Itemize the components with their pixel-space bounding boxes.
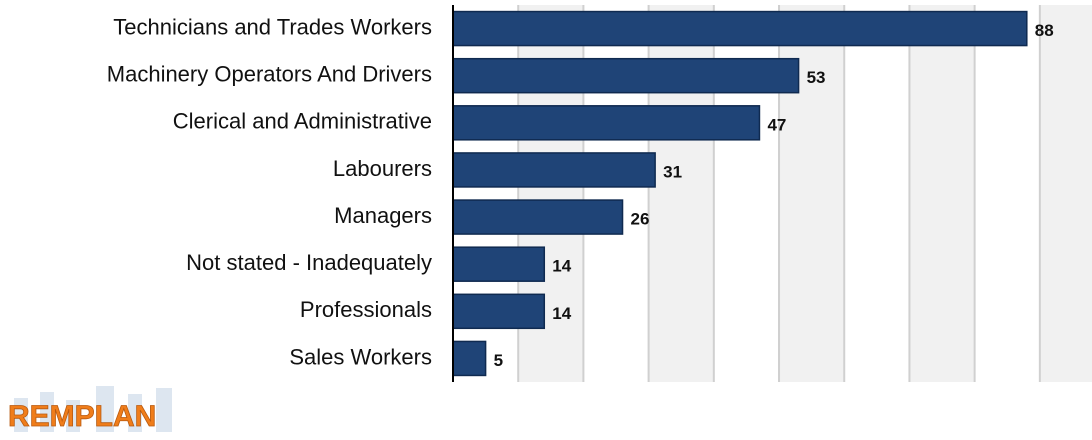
value-label: 47	[767, 115, 786, 134]
value-label: 26	[631, 210, 650, 229]
logo-bar	[66, 400, 80, 432]
category-label: Clerical and Administrative	[173, 109, 432, 134]
category-label: Technicians and Trades Workers	[113, 14, 432, 39]
bar	[452, 340, 487, 377]
logo-bar	[40, 392, 54, 432]
category-label: Managers	[334, 203, 432, 228]
value-label: 14	[552, 304, 571, 323]
logo-bar	[128, 394, 142, 432]
logo: REMPLAN	[8, 386, 172, 433]
bar	[452, 199, 624, 235]
bar	[452, 293, 546, 330]
bar	[452, 246, 546, 282]
category-label: Not stated - Inadequately	[186, 250, 432, 275]
logo-bar	[156, 388, 172, 432]
category-label: Machinery Operators And Drivers	[107, 62, 432, 87]
grid-band	[1039, 5, 1092, 382]
category-label: Professionals	[300, 297, 432, 322]
bar	[452, 105, 761, 141]
bar	[452, 10, 1028, 47]
bar	[452, 152, 656, 188]
logo-bar	[96, 386, 114, 432]
value-label: 53	[807, 68, 826, 87]
logo-text: REMPLAN	[8, 400, 156, 433]
value-label: 14	[552, 257, 571, 276]
grid-band	[909, 5, 975, 382]
category-label: Labourers	[333, 156, 432, 181]
value-label: 88	[1035, 21, 1054, 40]
bar	[452, 57, 800, 94]
logo-bar	[14, 398, 28, 432]
value-label: 31	[663, 162, 682, 181]
category-label: Sales Workers	[289, 344, 432, 369]
value-label: 5	[494, 351, 503, 370]
